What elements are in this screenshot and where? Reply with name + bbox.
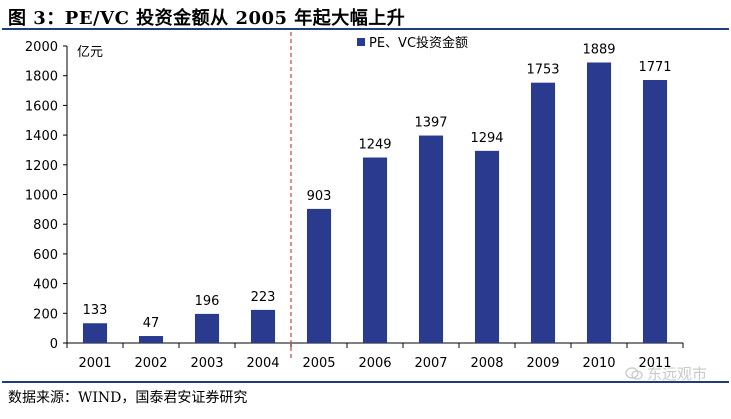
y-tick-label: 0 xyxy=(50,337,58,352)
title-rule xyxy=(2,28,729,30)
y-axis: 0 200 400 600 800 1000 1200 1400 1600 1800 2000 xyxy=(25,40,68,352)
data-label: 1249 xyxy=(358,138,391,153)
bar xyxy=(250,309,276,343)
y-tick-label: 1800 xyxy=(25,70,58,85)
y-tick-label: 200 xyxy=(33,307,58,322)
legend-label: PE、VC投资金额 xyxy=(369,35,468,51)
source-rule xyxy=(2,381,729,383)
x-tick-label: 2003 xyxy=(190,356,223,371)
data-label: 133 xyxy=(83,303,108,318)
legend: PE、VC投资金额 xyxy=(357,35,468,51)
data-label: 1294 xyxy=(470,131,503,146)
y-tick-label: 2000 xyxy=(25,40,58,55)
bar xyxy=(138,336,164,343)
x-tick-label: 2006 xyxy=(358,356,391,371)
data-label: 196 xyxy=(195,294,220,309)
x-tick-label: 2011 xyxy=(638,356,671,371)
x-tick-label: 2009 xyxy=(526,356,559,371)
y-tick-label: 800 xyxy=(33,218,58,233)
data-label: 223 xyxy=(251,290,276,305)
y-tick-label: 400 xyxy=(33,278,58,293)
x-tick-label: 2001 xyxy=(78,356,111,371)
data-label: 1889 xyxy=(582,42,615,57)
legend-swatch xyxy=(357,38,365,46)
chat-bubble-icon xyxy=(625,366,643,380)
bar-chart: 0 200 400 600 800 1000 1200 1400 1600 1800 2000 20… xyxy=(25,32,684,371)
x-tick-label: 2004 xyxy=(246,356,279,371)
bar xyxy=(362,157,388,343)
x-tick-label: 2008 xyxy=(470,356,503,371)
source-note: 数据来源：WIND，国泰君安证券研究 xyxy=(8,390,248,406)
data-label: 1397 xyxy=(414,116,447,131)
y-tick-label: 600 xyxy=(33,248,58,263)
x-tick-label: 2002 xyxy=(134,356,167,371)
bar xyxy=(306,208,332,343)
x-tick-label: 2005 xyxy=(302,356,335,371)
watermark-text: 东远观市 xyxy=(646,365,707,383)
bar xyxy=(82,323,108,343)
bar xyxy=(418,135,444,343)
data-label: 1753 xyxy=(526,63,559,78)
bar xyxy=(642,80,668,343)
y-tick-label: 1000 xyxy=(25,189,58,204)
y-tick-label: 1200 xyxy=(25,159,58,174)
bar xyxy=(194,313,220,343)
x-tick-label: 2007 xyxy=(414,356,447,371)
figure-title: 图 3：PE/VC 投资金额从 2005 年起大幅上升 xyxy=(8,8,406,29)
watermark: 东远观市 xyxy=(625,363,707,384)
y-tick-label: 1600 xyxy=(25,99,58,114)
bar-series xyxy=(82,62,668,344)
bar xyxy=(474,150,500,343)
unit-label: 亿元 xyxy=(77,45,103,60)
x-axis: 2001 2002 2003 2004 2005 2006 2007 2008 2009 2010… xyxy=(66,342,684,371)
x-tick-label: 2010 xyxy=(582,356,615,371)
bar xyxy=(586,62,612,344)
data-label: 903 xyxy=(307,189,332,204)
y-tick-label: 1400 xyxy=(25,129,58,144)
data-label: 47 xyxy=(143,316,160,331)
data-label: 1771 xyxy=(638,60,671,75)
bar xyxy=(530,82,556,343)
data-labels: 133 47 196 223 903 1249 1397 1294 1753 1889 1771 xyxy=(83,42,672,331)
